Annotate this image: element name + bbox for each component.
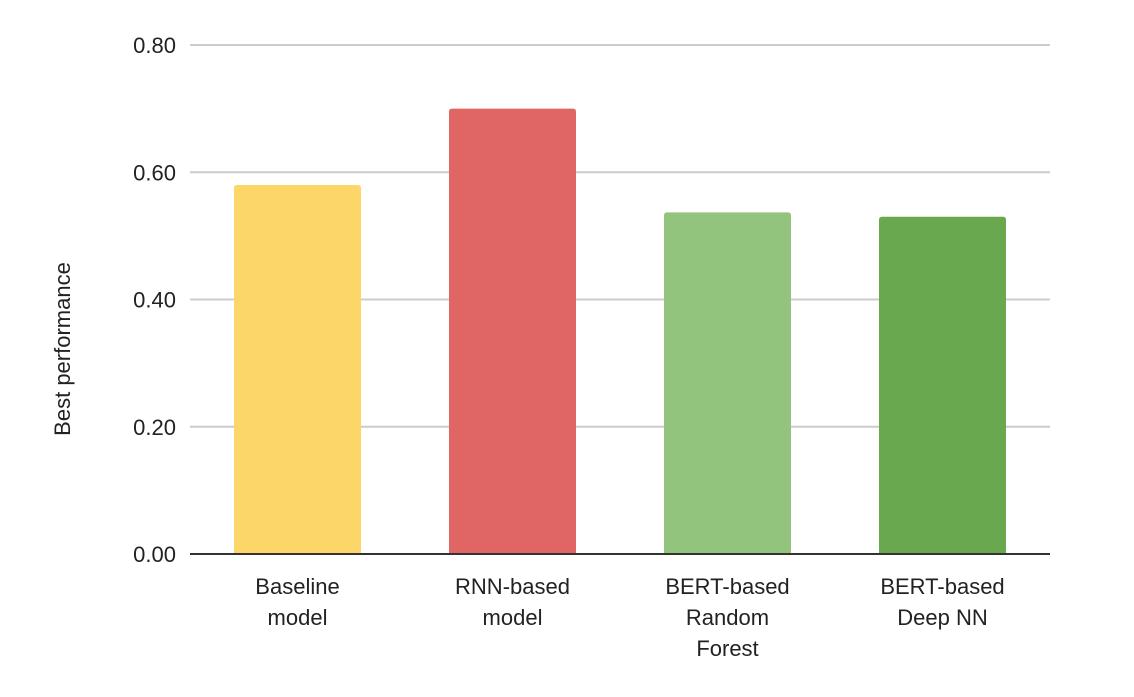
y-tick-label: 0.80 [133, 33, 176, 58]
bars [234, 108, 1006, 555]
y-tick-labels: 0.00 0.20 0.40 0.60 0.80 [133, 33, 176, 567]
bar [664, 212, 791, 555]
x-tick-label-line: model [268, 605, 328, 630]
bar [234, 184, 361, 554]
x-tick-label-line: Random [686, 605, 769, 630]
x-tick-label: BERT-based Deep NN [880, 574, 1004, 630]
x-tick-label: RNN-based model [455, 574, 570, 630]
y-axis-label: Best performance [50, 262, 75, 436]
x-tick-label-line: RNN-based [455, 574, 570, 599]
x-tick-label-line: BERT-based [665, 574, 789, 599]
x-tick-labels: Baseline model RNN-based model BERT-based Ran… [255, 574, 1004, 661]
x-tick-label: Baseline model [255, 574, 339, 630]
x-tick-label-line: Forest [696, 636, 758, 661]
x-tick-label-line: BERT-based [880, 574, 1004, 599]
x-tick-label: BERT-based Random Forest [665, 574, 789, 661]
bar [879, 216, 1006, 554]
x-tick-label-line: Deep NN [897, 605, 987, 630]
y-tick-label: 0.40 [133, 288, 176, 313]
x-tick-label-line: model [483, 605, 543, 630]
y-tick-label: 0.00 [133, 542, 176, 567]
bar [449, 108, 576, 554]
x-tick-label-line: Baseline [255, 574, 339, 599]
y-tick-label: 0.60 [133, 160, 176, 185]
y-tick-label: 0.20 [133, 415, 176, 440]
